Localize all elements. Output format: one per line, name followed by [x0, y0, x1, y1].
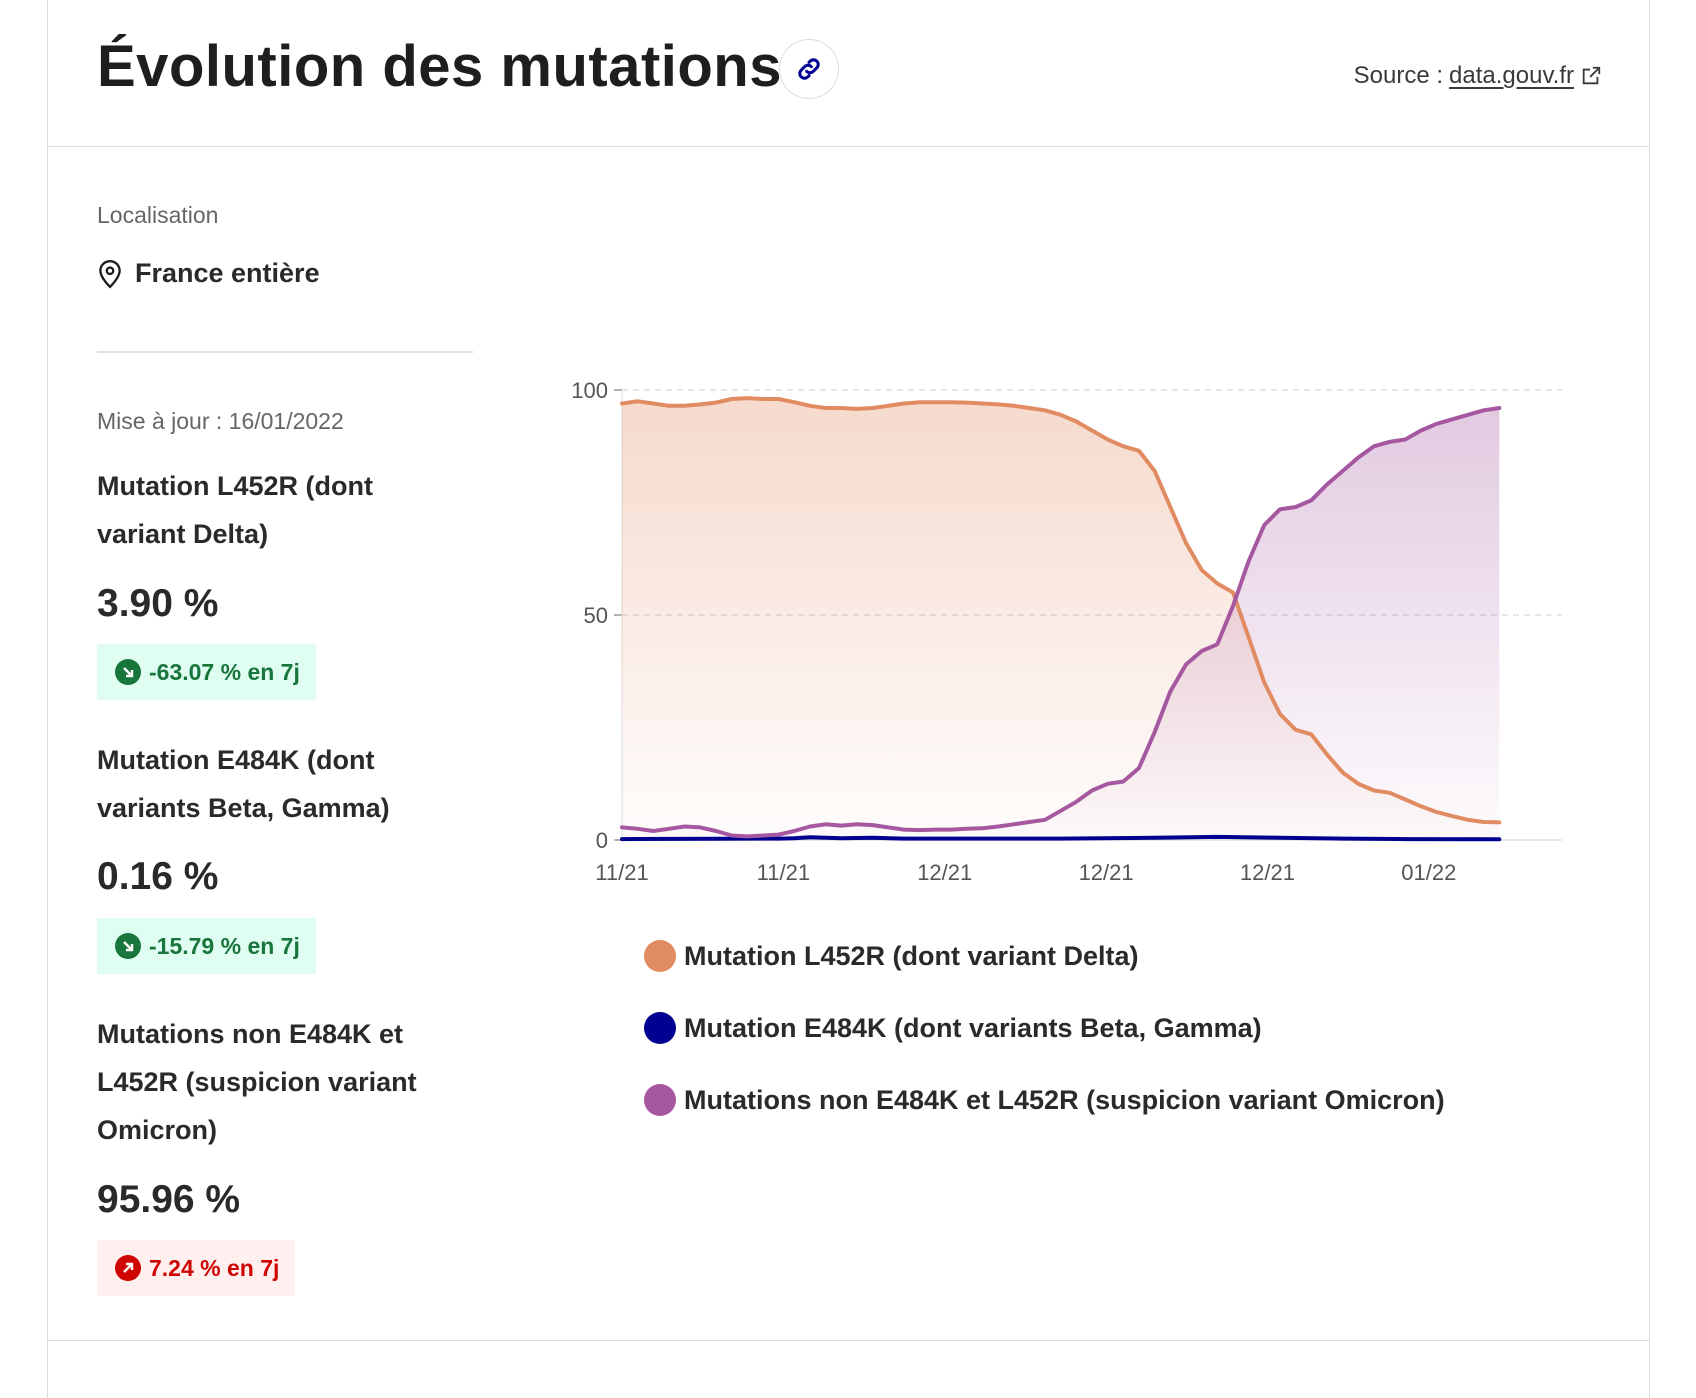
- metric-value-delta: 3.90 %: [97, 582, 219, 625]
- location-selector: France entière: [97, 258, 320, 289]
- legend-swatch-delta: [644, 940, 676, 972]
- x-tick-label-2: 12/21: [917, 860, 972, 885]
- legend-item-beta-gamma: Mutation E484K (dont variants Beta, Gamm…: [644, 992, 1445, 1064]
- arrow-down-right-icon: [115, 933, 141, 959]
- page-title: Évolution des mutations: [97, 34, 782, 99]
- legend-item-omicron: Mutations non E484K et L452R (suspicion …: [644, 1064, 1445, 1136]
- series-area-2: [622, 408, 1500, 840]
- metric-name-beta-gamma: Mutation E484K (dont variants Beta, Gamm…: [97, 745, 390, 823]
- sidebar-divider: [97, 351, 473, 353]
- change-text-delta: -63.07 % en 7j: [149, 658, 300, 685]
- series-line-0: [620, 396, 1502, 825]
- legend-item-delta: Mutation L452R (dont variant Delta): [644, 920, 1445, 992]
- legend-label-beta-gamma: Mutation E484K (dont variants Beta, Gamm…: [684, 1012, 1262, 1043]
- change-text-beta-gamma: -15.79 % en 7j: [149, 932, 300, 959]
- copy-link-button[interactable]: [779, 39, 839, 99]
- legend-label-delta: Mutation L452R (dont variant Delta): [684, 940, 1139, 971]
- mutations-chart: 0 50 100 11/21 11/21 12/21 12/21 12/21 01/22: [571, 378, 1562, 885]
- legend-label-omicron: Mutations non E484K et L452R (suspicion …: [684, 1084, 1445, 1115]
- metric-value-beta-gamma: 0.16 %: [97, 855, 219, 898]
- metric-value-omicron: 95.96 %: [97, 1178, 241, 1221]
- map-pin-icon: [99, 259, 121, 288]
- x-tick-label-5: 01/22: [1401, 860, 1456, 885]
- arrow-up-right-icon: [115, 1255, 141, 1281]
- external-link-icon: [1582, 66, 1601, 85]
- x-tick-label-0: 11/21: [595, 860, 648, 885]
- y-tick-label-0: 0: [596, 828, 608, 853]
- y-tick-label-100: 100: [571, 378, 608, 403]
- metric-name-delta: Mutation L452R (dont variant Delta): [97, 471, 373, 549]
- location-label: Localisation: [97, 202, 219, 228]
- series-line-1: [620, 834, 1502, 842]
- change-badge-delta: -63.07 % en 7j: [97, 644, 316, 700]
- legend-swatch-omicron: [644, 1084, 676, 1116]
- x-tick-label-3: 12/21: [1079, 860, 1134, 885]
- change-badge-omicron: 7.24 % en 7j: [97, 1240, 296, 1296]
- chart-legend: Mutation L452R (dont variant Delta) Muta…: [644, 920, 1445, 1136]
- arrow-down-right-icon: [115, 659, 141, 685]
- series-line-2: [620, 406, 1502, 839]
- legend-swatch-beta-gamma: [644, 1012, 676, 1044]
- card: [47, 0, 1650, 1398]
- header-divider: [47, 146, 1650, 147]
- source-link[interactable]: data.gouv.fr: [1449, 62, 1574, 89]
- source-prefix: Source :: [1353, 62, 1444, 89]
- link-icon: [798, 58, 820, 80]
- change-badge-beta-gamma: -15.79 % en 7j: [97, 918, 316, 974]
- change-text-omicron: 7.24 % en 7j: [149, 1254, 280, 1281]
- y-tick-label-50: 50: [584, 603, 608, 628]
- location-value: France entière: [135, 258, 320, 288]
- update-date: Mise à jour : 16/01/2022: [97, 408, 344, 434]
- footer-divider: [47, 1340, 1650, 1341]
- x-tick-label-1: 11/21: [757, 860, 810, 885]
- x-tick-label-4: 12/21: [1240, 860, 1295, 885]
- source-info: Source : data.gouv.fr: [1354, 62, 1602, 90]
- metric-name-omicron: Mutations non E484K et L452R (suspicion …: [97, 1019, 417, 1145]
